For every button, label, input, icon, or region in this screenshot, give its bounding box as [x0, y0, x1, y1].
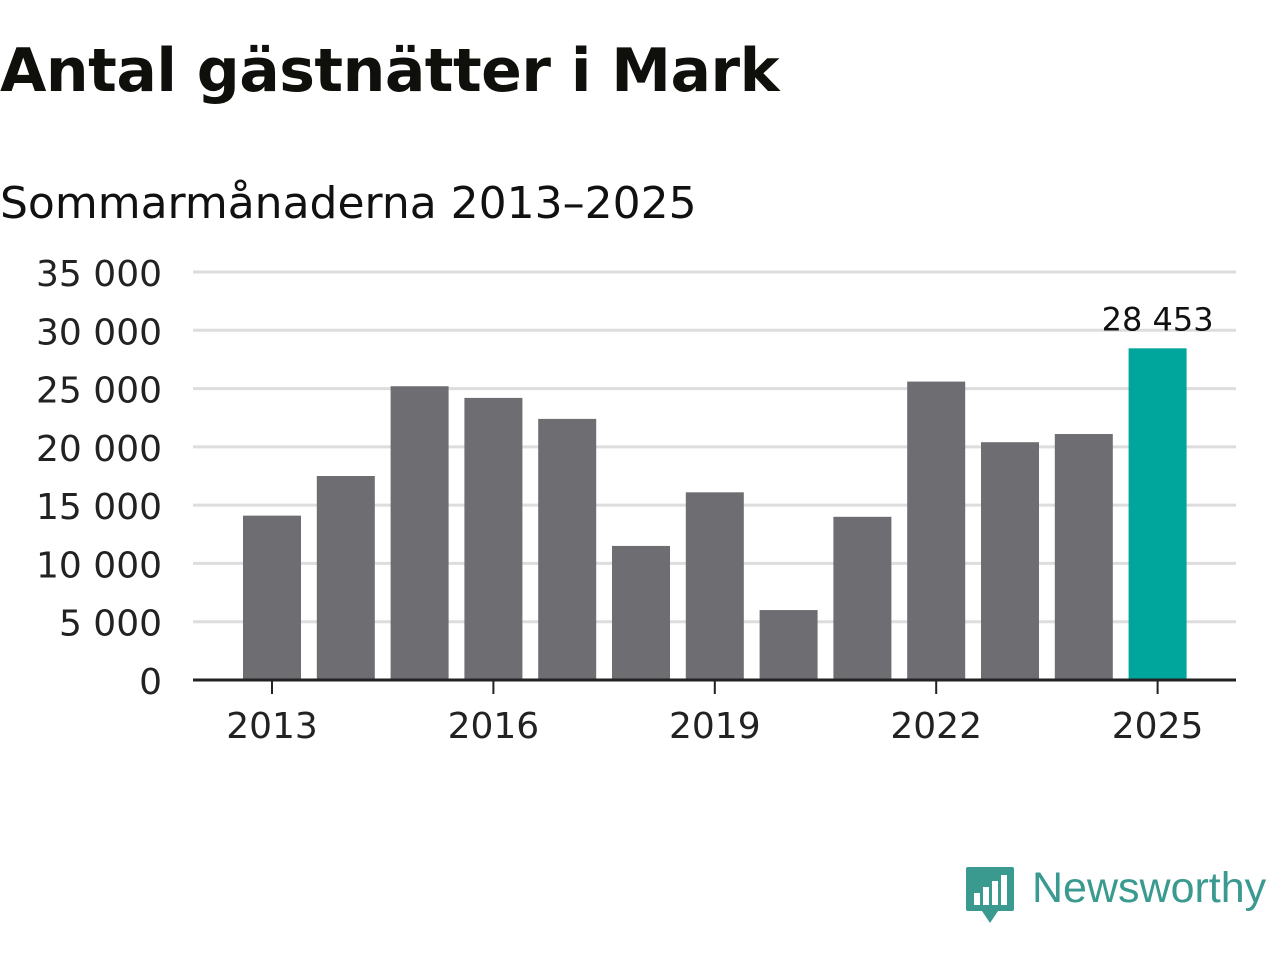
- x-tick-label: 2022: [890, 706, 982, 747]
- bar-2019: [685, 492, 744, 680]
- bar-2023: [981, 442, 1039, 680]
- y-tick-label: 5 000: [59, 604, 162, 645]
- chart-title: Antal gästnätter i Mark: [0, 36, 780, 106]
- bar-2021: [833, 516, 892, 680]
- bar-2025: [1128, 348, 1187, 680]
- newsworthy-logo: Newsworthy: [964, 864, 1280, 927]
- y-tick-label: 35 000: [36, 254, 162, 295]
- bars: [243, 348, 1187, 680]
- y-tick-label: 20 000: [36, 429, 162, 470]
- bar-2024: [1054, 434, 1113, 680]
- data-labels: 28 453: [1102, 300, 1214, 338]
- x-tick-label: 2013: [226, 706, 318, 747]
- y-tick-label: 25 000: [36, 371, 162, 412]
- brand-name: Newsworthy: [1032, 864, 1267, 912]
- y-tick-label: 15 000: [36, 487, 162, 528]
- y-tick-label: 0: [139, 662, 162, 703]
- bar-2017: [538, 418, 597, 680]
- x-tick-label: 2016: [448, 706, 540, 747]
- bar-2022: [907, 381, 966, 680]
- bar-chart: 0 5 000 10 000 15 000 20 000 25 000 30 000 35 0…: [36, 254, 1236, 747]
- chart-subtitle: Sommarmånaderna 2013–2025: [0, 178, 697, 229]
- data-label: 28 453: [1102, 300, 1214, 338]
- x-tick-label: 2019: [669, 706, 761, 747]
- y-tick-label: 10 000: [36, 545, 162, 586]
- y-tick-label: 30 000: [36, 312, 162, 353]
- bar-2018: [612, 545, 670, 680]
- bar-2015: [390, 386, 449, 680]
- x-tick-label: 2025: [1112, 706, 1204, 747]
- bar-2016: [464, 397, 523, 680]
- bar-2014: [316, 476, 375, 680]
- bar-2020: [759, 610, 818, 680]
- newsworthy-logo-icon: [966, 867, 1014, 923]
- bar-2013: [243, 515, 301, 680]
- x-axis-ticks: 2013 2016 2019 2022 2025: [226, 680, 1203, 747]
- y-axis-tick-labels: 0 5 000 10 000 15 000 20 000 25 000 30 000 35 0…: [36, 254, 162, 703]
